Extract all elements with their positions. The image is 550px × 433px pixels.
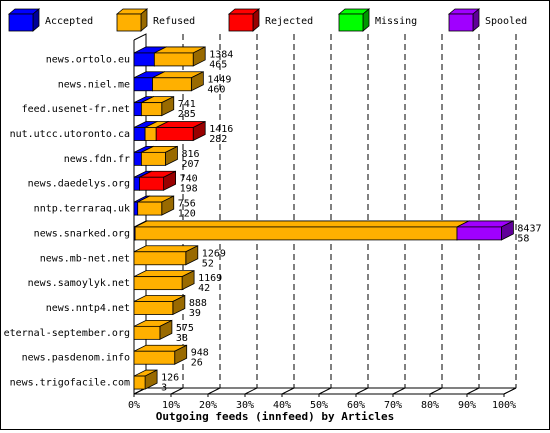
bar-total-label: 1269	[202, 248, 226, 259]
bar-total-label: 575	[176, 323, 194, 334]
bar-segment-refused	[133, 269, 195, 291]
bar-secondary-label: 52	[202, 258, 214, 269]
bar-secondary-label: 465	[209, 59, 227, 70]
category-label: news.pasdenom.info	[22, 353, 130, 364]
plot-area: 0% 10% 20% 30% 40% 50% 60% 70% 80% 90% 100%	[128, 33, 517, 411]
category-label: feed.usenet-fr.net	[22, 104, 130, 115]
category-label: nut.utcc.utoronto.ca	[10, 129, 130, 140]
bar-segment-refused	[133, 344, 188, 365]
category-label: news.fdn.fr	[64, 154, 130, 165]
chart-legend: Accepted Refused Rejected Missing Spooled	[7, 8, 527, 32]
x-tick-label: 0%	[128, 400, 140, 411]
bar-segment-refused	[137, 195, 175, 216]
bar-total-label: 740	[180, 174, 198, 185]
x-tick-label: 40%	[273, 400, 291, 411]
legend-label-missing: Missing	[375, 16, 417, 27]
legend-label-refused: Refused	[153, 16, 195, 27]
category-label: news.mb-net.net	[40, 253, 130, 264]
bar-secondary-label: 282	[209, 134, 227, 145]
bar-secondary-label: 460	[207, 84, 225, 95]
category-label: news.snarked.org	[34, 228, 130, 239]
bar-total-label: 888	[189, 298, 207, 309]
bar-segment-refused	[134, 220, 470, 241]
category-label: news.ortolo.eu	[46, 54, 130, 65]
bar-secondary-label: 207	[181, 159, 199, 170]
category-label: news.samoylyk.net	[28, 278, 130, 289]
x-tick-label: 50%	[310, 400, 328, 411]
bar-total-label: 126	[161, 373, 179, 384]
bars-group	[133, 46, 514, 390]
legend-label-accepted: Accepted	[45, 16, 93, 27]
bar-segment-rejected	[155, 120, 206, 142]
x-tick-label: 80%	[421, 400, 439, 411]
bar-secondary-label: 285	[178, 109, 196, 120]
bar-secondary-label: 3	[161, 383, 167, 394]
bar-total-label: 948	[191, 348, 209, 359]
bar-secondary-label: 26	[191, 358, 203, 369]
bar-segment-refused	[133, 294, 186, 316]
bar-total-label: 1416	[209, 124, 233, 135]
bar-segment-refused	[153, 46, 206, 67]
category-label: news.niel.me	[58, 79, 130, 90]
bar-segment-refused	[140, 95, 175, 117]
bar-total-label: 8437	[517, 223, 541, 234]
bar-secondary-label: 42	[198, 283, 210, 294]
bar-secondary-label: 39	[189, 308, 201, 319]
x-tick-label: 10%	[162, 400, 180, 411]
bar-secondary-label: 58	[517, 233, 529, 244]
x-axis-label: Outgoing feeds (innfeed) by Articles	[156, 410, 394, 423]
bar-segment-spooled	[456, 220, 514, 241]
bar-segment-refused	[152, 71, 204, 92]
x-tick-label: 70%	[384, 400, 402, 411]
bar-total-label: 1449	[207, 74, 231, 85]
legend-label-spooled: Spooled	[485, 16, 527, 27]
bar-segment-refused	[133, 245, 199, 266]
bar-total-label: 1169	[198, 273, 222, 284]
x-tick-label: 100%	[492, 400, 516, 411]
x-tick-label: 30%	[236, 400, 254, 411]
category-label: news.trigofacile.com	[10, 378, 130, 389]
bar-secondary-label: 120	[178, 209, 196, 220]
bar-segment-refused	[133, 369, 158, 390]
x-tick-label: 20%	[199, 400, 217, 411]
bar-segment-refused	[133, 319, 173, 341]
bar-total-label: 1384	[209, 49, 233, 60]
bar-segment-rejected	[139, 170, 177, 191]
bar-secondary-label: 38	[176, 333, 188, 344]
legend-label-rejected: Rejected	[265, 16, 313, 27]
category-label: nntp.terraraq.uk	[34, 204, 130, 215]
bar-total-label: 816	[181, 149, 199, 160]
bar-total-label: 756	[178, 199, 196, 210]
x-tick-label: 90%	[458, 400, 476, 411]
bar-secondary-label: 198	[180, 184, 198, 195]
bar-total-label: 741	[178, 99, 196, 110]
category-label: eternal-september.org	[4, 328, 130, 339]
category-label: news.daedelys.org	[28, 179, 130, 190]
bar-segment-refused	[140, 145, 178, 167]
x-tick-label: 60%	[347, 400, 365, 411]
category-label: news.nntp4.net	[46, 303, 130, 314]
